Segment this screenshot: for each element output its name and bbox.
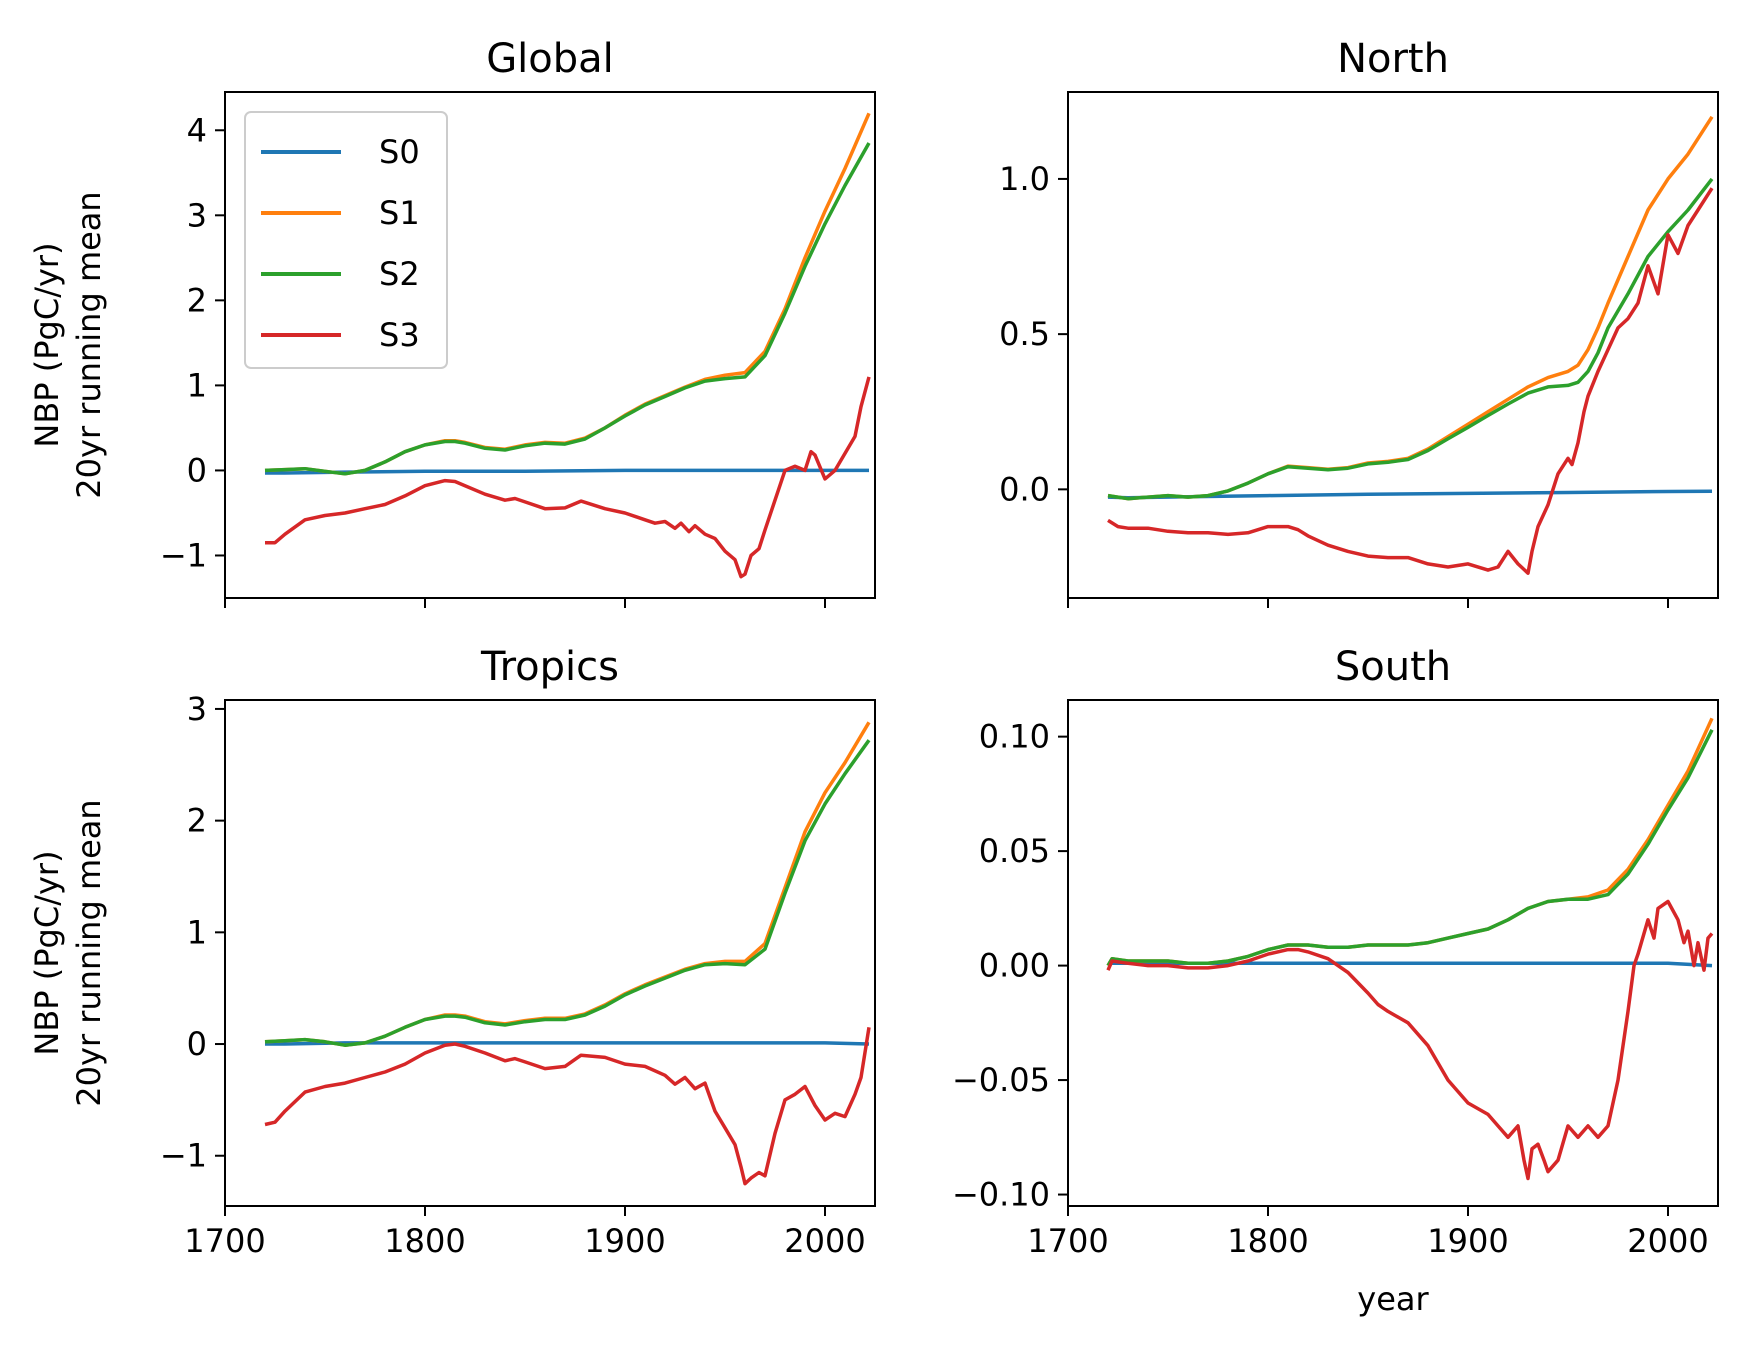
y-axis-label: NBP (PgC/yr) [28, 242, 66, 447]
y-tick-label: −1 [160, 536, 207, 574]
series-line-s3 [1106, 899, 1714, 1181]
x-tick-label: 1700 [1027, 1222, 1108, 1260]
series-line-s3 [265, 376, 871, 579]
legend-box [244, 111, 448, 369]
axes-frame [224, 91, 876, 599]
series-group [1107, 115, 1714, 575]
subplot-global: Global −1 0 1 2 3 4 NBP (PgC/yr) 20yr running me… [28, 36, 876, 608]
series-line-s2 [264, 142, 871, 476]
y-axis-label-line2: 20yr running mean [70, 799, 108, 1106]
x-tick-label: 2000 [1627, 1222, 1708, 1260]
series-group [264, 112, 871, 579]
x-tick-label: 1900 [1427, 1222, 1508, 1260]
series-line-s3 [1107, 187, 1714, 575]
legend-label-s2: S2 [379, 255, 420, 293]
y-tick-label: 1 [187, 913, 207, 951]
subplot-north: North 0.0 0.5 1.0 [999, 36, 1719, 608]
y-tick-label: 0.05 [979, 832, 1050, 870]
series-line-s3 [264, 1027, 871, 1186]
y-tick-label: 0 [187, 1025, 207, 1063]
y-tick-label: 1.0 [999, 160, 1050, 198]
y-tick-label: 0.5 [999, 315, 1050, 353]
series-group [1106, 717, 1714, 1181]
y-tick-label: 0.10 [979, 718, 1050, 756]
y-tick-label: 2 [187, 802, 207, 840]
y-tick-label: 0.0 [999, 470, 1050, 508]
x-tick-label: 1800 [384, 1222, 465, 1260]
axes-frame [1067, 91, 1719, 599]
y-tick-label: 1 [187, 366, 207, 404]
y-tick-label: −1 [160, 1137, 207, 1175]
series-line-s0 [265, 468, 869, 475]
legend: S0 S1 S2 S3 [244, 111, 448, 369]
y-tick-label: −0.10 [952, 1176, 1050, 1214]
subplot-tropics: Tropics 1700 1800 1900 2000 −1 0 1 2 3 NBP (PgC/yr… [28, 644, 876, 1260]
y-tick-label: 3 [187, 196, 207, 234]
y-tick-label: 4 [187, 111, 207, 149]
legend-label-s3: S3 [379, 316, 420, 354]
y-tick-label: 0.00 [979, 947, 1050, 985]
y-tick-label: 2 [187, 281, 207, 319]
x-tick-label: 2000 [784, 1222, 865, 1260]
series-line-s2 [264, 739, 871, 1047]
subplot-title: Tropics [480, 644, 619, 690]
series-group [264, 721, 871, 1186]
y-tick-label: −0.05 [952, 1061, 1050, 1099]
subplot-south: South 1700 1800 1900 2000 −0.10 −0.05 0.00 0.05 0… [952, 644, 1719, 1318]
series-line-s2 [1106, 729, 1714, 967]
axes-frame [1067, 699, 1719, 1207]
x-tick-label: 1900 [584, 1222, 665, 1260]
y-tick-label: 3 [187, 690, 207, 728]
subplot-title: North [1337, 36, 1449, 82]
y-axis-label: NBP (PgC/yr) [28, 850, 66, 1055]
axes-frame [224, 699, 876, 1207]
y-axis-label-line2: 20yr running mean [70, 191, 108, 498]
legend-label-s1: S1 [379, 194, 420, 232]
legend-label-s0: S0 [379, 133, 420, 171]
series-line-s2 [1107, 177, 1714, 501]
subplot-title: South [1335, 644, 1451, 690]
y-tick-label: 0 [187, 451, 207, 489]
x-tick-label: 1700 [184, 1222, 265, 1260]
series-line-s0 [265, 1041, 870, 1046]
x-tick-label: 1800 [1227, 1222, 1308, 1260]
x-axis-label: year [1357, 1280, 1429, 1318]
subplot-title: Global [486, 36, 614, 82]
